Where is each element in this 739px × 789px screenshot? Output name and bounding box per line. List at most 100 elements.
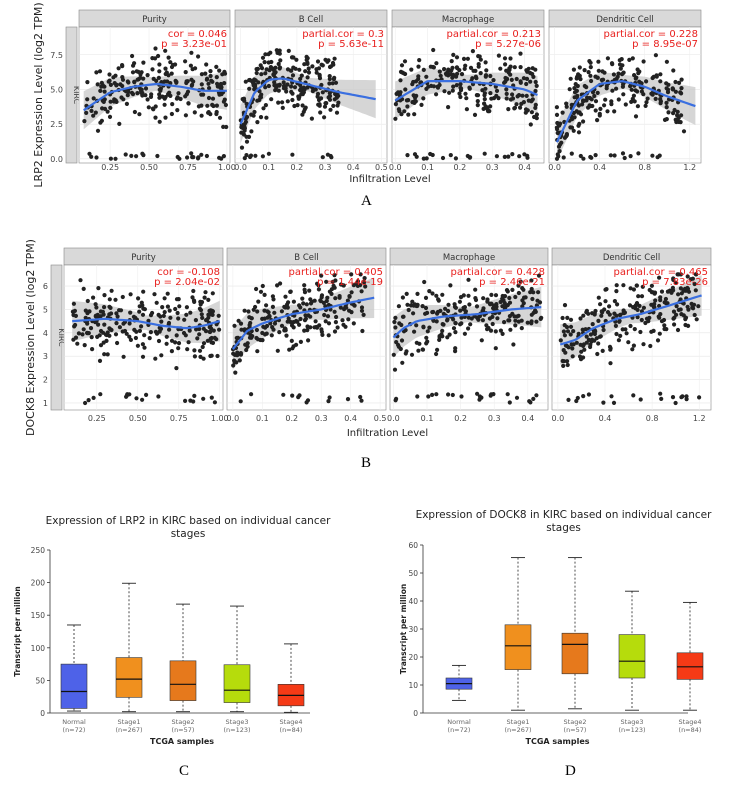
data-point: [359, 289, 364, 294]
x-tick-label: 0.0: [387, 414, 400, 423]
confidence-band: [232, 277, 375, 370]
data-point: [81, 327, 86, 332]
data-point: [167, 327, 172, 332]
data-point: [681, 129, 687, 134]
y-tick-label: 0: [413, 709, 418, 718]
data-point: [536, 290, 541, 295]
y-tick-label: 20: [408, 653, 418, 662]
data-point: [308, 301, 314, 306]
data-point: [485, 299, 490, 304]
data-point: [459, 72, 465, 77]
data-point: [570, 354, 575, 359]
data-point: [221, 124, 226, 129]
data-point: [405, 302, 410, 307]
data-point: [266, 60, 271, 65]
data-point: [254, 70, 259, 76]
data-point: [397, 92, 402, 97]
data-point: [524, 76, 530, 81]
data-point: [214, 103, 219, 108]
data-point: [214, 111, 219, 117]
data-point: [678, 286, 684, 291]
data-point: [112, 81, 117, 86]
data-point: [396, 304, 401, 309]
data-point: [264, 67, 269, 72]
data-point: [599, 309, 604, 314]
data-point: [493, 329, 498, 334]
data-point: [532, 114, 537, 120]
data-point: [404, 349, 409, 354]
data-point: [326, 95, 331, 100]
data-point: [562, 333, 568, 338]
data-point: [442, 89, 447, 94]
data-point: [136, 69, 141, 74]
data-point: [88, 326, 94, 331]
data-point: [627, 57, 632, 63]
box-normal: Normal(n=72): [60, 624, 88, 734]
data-point: [295, 103, 300, 108]
data-point: [114, 311, 119, 316]
y-tick-label: 7.5: [50, 51, 63, 60]
data-point: [447, 332, 452, 337]
data-point: [176, 91, 181, 96]
data-point: [167, 308, 172, 313]
data-point: [634, 301, 640, 306]
data-point: [393, 325, 398, 330]
data-point: [217, 115, 223, 120]
category-label: Stage1: [118, 718, 141, 726]
data-point: [440, 328, 445, 333]
x-tick-label: 0.2: [291, 163, 304, 172]
correlation-stat: partial.cor = 0.465: [614, 267, 708, 278]
data-point: [651, 328, 656, 333]
data-point: [359, 308, 365, 313]
data-point: [327, 81, 332, 86]
data-point: [409, 352, 415, 357]
data-point: [183, 113, 188, 118]
data-point: [186, 340, 191, 345]
data-point: [586, 392, 592, 397]
data-point: [463, 63, 468, 68]
data-point: [358, 272, 363, 277]
x-axis-title: Infiltration Level: [347, 428, 428, 439]
data-point: [459, 315, 464, 320]
data-point: [636, 294, 641, 299]
data-point: [148, 330, 153, 335]
data-point: [102, 89, 107, 94]
x-tick-label: 0.4: [599, 414, 612, 423]
data-point: [198, 354, 203, 359]
data-point: [276, 61, 281, 67]
data-point: [169, 71, 174, 76]
box-body: [504, 624, 532, 670]
data-point: [328, 107, 333, 112]
data-point: [401, 71, 406, 76]
data-point: [185, 79, 190, 84]
data-point: [260, 154, 265, 159]
fit-line: [555, 80, 696, 143]
data-point: [665, 87, 671, 92]
data-point: [162, 296, 167, 301]
data-point: [406, 112, 411, 117]
y-axis-title: Transcript per million: [399, 584, 408, 675]
data-point: [576, 130, 582, 135]
data-point: [664, 117, 669, 122]
data-point: [534, 112, 540, 117]
data-point: [423, 305, 429, 311]
data-point: [332, 75, 337, 80]
data-point: [298, 339, 303, 344]
data-point: [589, 78, 594, 84]
data-point: [217, 327, 222, 332]
data-point: [159, 319, 164, 324]
data-point: [120, 83, 125, 89]
data-point: [302, 107, 307, 112]
data-point: [192, 354, 197, 359]
data-point: [679, 77, 684, 82]
x-tick-label: 0.1: [256, 414, 269, 423]
data-point: [238, 399, 243, 404]
data-point: [239, 130, 244, 135]
data-point: [663, 296, 669, 302]
data-point: [565, 329, 571, 334]
data-point: [277, 330, 282, 335]
data-point: [618, 66, 623, 71]
data-point: [528, 122, 533, 127]
data-point: [437, 337, 442, 342]
